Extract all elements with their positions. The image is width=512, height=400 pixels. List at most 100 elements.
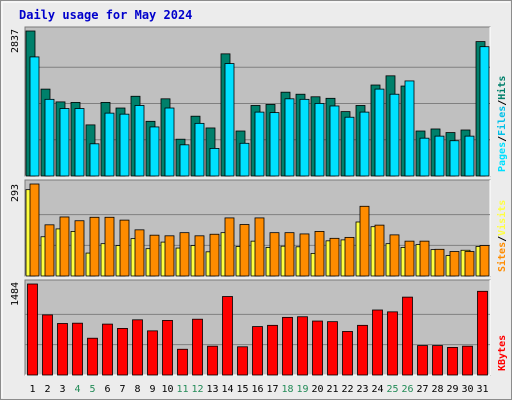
chart-panels: 2837 Pages/Files/Hits 293Sites/Visits1484K… (10, 26, 508, 376)
bar-sites-day-15 (239, 224, 250, 277)
bar-sites-day-17 (269, 232, 280, 277)
bar-sites-day-27 (419, 240, 430, 277)
bar-files-day-18 (284, 98, 295, 177)
bar-sites-day-10 (164, 235, 175, 277)
bar-kbytes-day-13 (207, 345, 218, 376)
bar-sites-day-12 (194, 235, 205, 277)
legend-top: Pages/Files/Hits (496, 76, 508, 172)
bar-sites-day-22 (344, 236, 355, 277)
bar-sites-day-7 (119, 219, 130, 277)
bar-files-day-3 (59, 108, 70, 177)
bar-sites-day-5 (89, 216, 100, 277)
bar-kbytes-day-29 (447, 347, 458, 376)
chart-title: Daily usage for May 2024 (19, 8, 192, 22)
x-tick-label-23: 23 (356, 384, 368, 395)
bar-files-day-9 (149, 126, 160, 177)
bar-kbytes-day-12 (192, 318, 203, 376)
bar-files-day-22 (344, 116, 355, 177)
bar-kbytes-day-8 (132, 319, 143, 376)
bar-files-day-27 (419, 137, 430, 177)
x-tick-label-29: 29 (446, 384, 458, 395)
bar-files-day-13 (209, 147, 220, 177)
bar-sites-day-16 (254, 217, 265, 277)
series-sites (29, 183, 490, 277)
y-max-label-top: 2837 (10, 29, 21, 53)
x-tick-label-2: 2 (44, 384, 50, 395)
bar-sites-day-3 (59, 216, 70, 277)
y-max-label-bottom: 1484 (10, 282, 21, 306)
bar-sites-day-11 (179, 232, 190, 277)
bar-kbytes-day-23 (357, 324, 368, 376)
bar-files-day-31 (479, 46, 490, 177)
legend-item-hits: Hits (496, 76, 508, 100)
x-tick-label-14: 14 (221, 384, 233, 395)
x-tick-label-26: 26 (401, 384, 413, 395)
x-tick-label-6: 6 (104, 384, 110, 395)
bar-files-day-26 (404, 80, 415, 177)
bar-kbytes-day-18 (282, 316, 293, 376)
x-tick-label-1: 1 (29, 384, 35, 395)
bar-files-day-10 (164, 107, 175, 177)
bar-kbytes-day-27 (417, 345, 428, 376)
bar-kbytes-day-7 (117, 327, 128, 376)
bar-files-day-16 (254, 111, 265, 177)
bar-kbytes-day-1 (27, 283, 38, 376)
bar-files-day-14 (224, 63, 235, 177)
bar-files-day-28 (434, 135, 445, 177)
bar-sites-day-26 (404, 240, 415, 277)
bar-files-day-21 (329, 105, 340, 177)
bar-kbytes-day-9 (147, 330, 158, 376)
bar-sites-day-19 (299, 233, 310, 277)
x-tick-label-11: 11 (176, 384, 188, 395)
bar-files-day-5 (89, 143, 100, 177)
bar-kbytes-day-30 (462, 345, 473, 376)
bar-sites-day-2 (44, 224, 55, 277)
bar-kbytes-day-6 (102, 323, 113, 376)
x-tick-label-3: 3 (59, 384, 65, 395)
bar-files-day-6 (104, 112, 115, 177)
bar-files-day-11 (179, 144, 190, 177)
x-tick-label-17: 17 (266, 384, 278, 395)
x-tick-label-28: 28 (431, 384, 443, 395)
bar-kbytes-day-2 (42, 314, 53, 376)
bar-files-day-15 (239, 142, 250, 177)
bar-kbytes-day-21 (327, 321, 338, 376)
bar-kbytes-day-25 (387, 311, 398, 376)
bar-files-day-8 (134, 105, 145, 177)
panel-bottom: 1484 KBytes (10, 279, 508, 376)
x-tick-label-16: 16 (251, 384, 263, 395)
bar-sites-day-8 (134, 229, 145, 277)
bar-kbytes-day-4 (72, 322, 83, 376)
bar-kbytes-day-31 (477, 290, 488, 376)
bar-kbytes-day-14 (222, 296, 233, 376)
bar-sites-day-29 (449, 251, 460, 277)
bar-files-day-24 (374, 88, 385, 177)
bar-sites-day-18 (284, 232, 295, 277)
x-tick-label-12: 12 (191, 384, 203, 395)
bar-kbytes-day-3 (57, 323, 68, 376)
bar-sites-day-23 (359, 205, 370, 277)
bar-kbytes-day-20 (312, 320, 323, 376)
bar-files-day-7 (119, 113, 130, 177)
bar-kbytes-day-17 (267, 324, 278, 376)
bar-kbytes-day-19 (297, 316, 308, 376)
bar-files-day-2 (44, 98, 55, 177)
bar-sites-day-25 (389, 234, 400, 277)
legend-item-sites: Sites (496, 242, 508, 272)
x-tick-label-18: 18 (281, 384, 293, 395)
legend-item-pages: Pages (497, 142, 508, 172)
panel-middle: 293 Sites/Visits (10, 179, 508, 277)
bar-kbytes-day-15 (237, 346, 248, 376)
x-tick-label-19: 19 (296, 384, 308, 395)
bar-files-day-17 (269, 112, 280, 177)
bar-files-day-19 (299, 98, 310, 177)
x-tick-label-8: 8 (134, 384, 140, 395)
bar-kbytes-day-11 (177, 348, 188, 376)
bar-kbytes-day-24 (372, 309, 383, 376)
bar-sites-day-20 (314, 231, 325, 277)
x-tick-label-30: 30 (461, 384, 473, 395)
bar-sites-day-9 (149, 234, 160, 277)
x-tick-label-27: 27 (416, 384, 428, 395)
bar-sites-day-21 (329, 237, 340, 277)
